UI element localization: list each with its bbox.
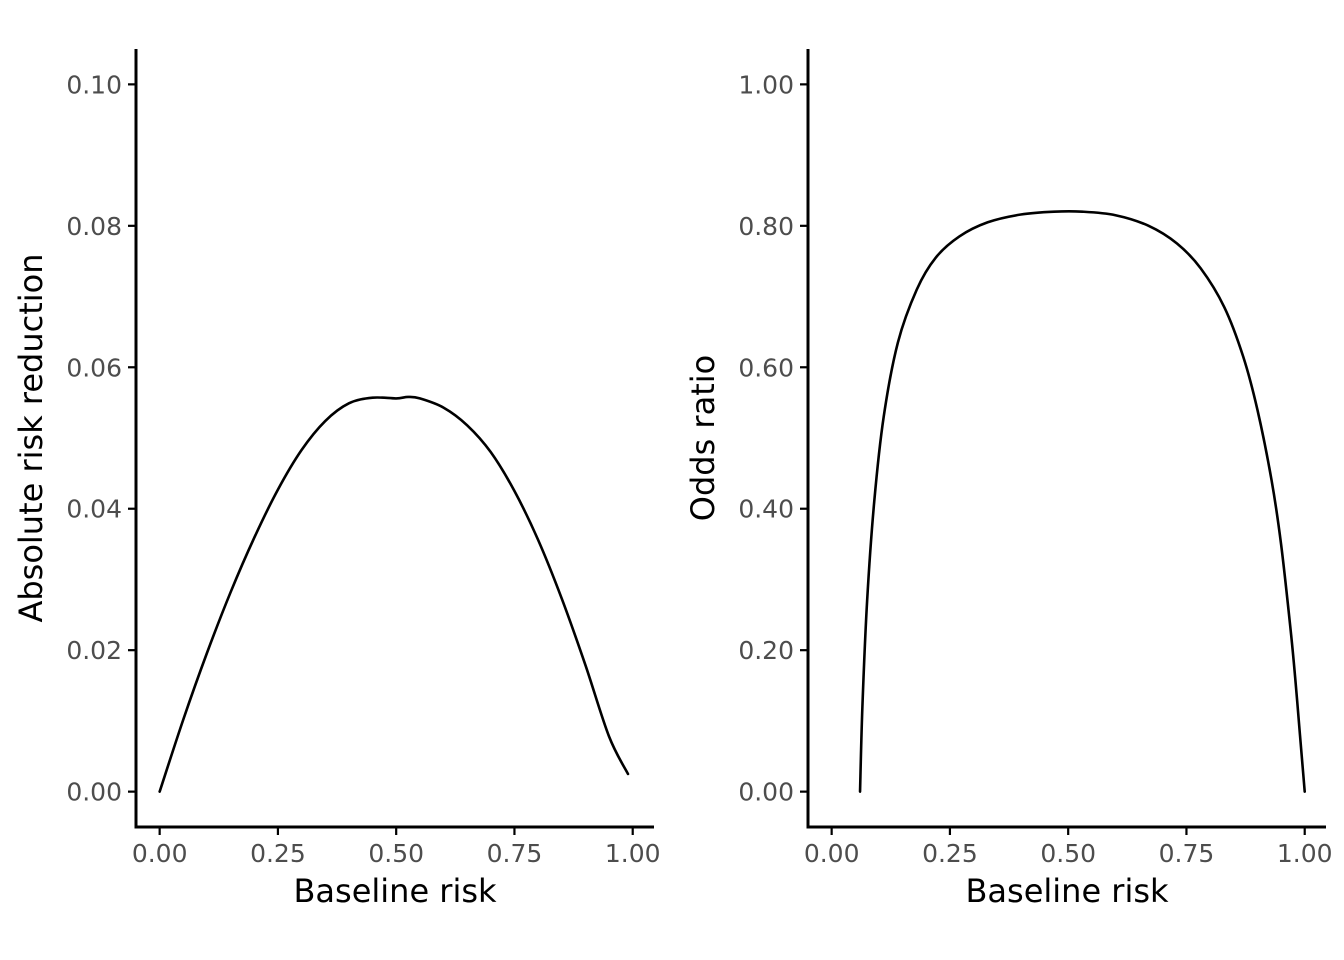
y-tick-label: 0.60 [738, 353, 794, 382]
x-tick-label: 0.25 [922, 839, 978, 868]
x-tick-label: 0.50 [1040, 839, 1096, 868]
x-tick-label: 0.00 [804, 839, 860, 868]
x-tick-label: 1.00 [605, 839, 661, 868]
chart-panel-odds-ratio: 0.00 0.20 0.40 0.60 0.80 1.00 0.00 0.25 0.50 0.75… [684, 49, 1333, 910]
y-tick-label: 0.00 [66, 778, 122, 807]
y-axis-title: Absolute risk reduction [12, 253, 50, 622]
series-line [158, 395, 630, 793]
y-tick-label: 0.08 [66, 212, 122, 241]
x-axis-title: Baseline risk [965, 872, 1169, 910]
x-tick-label: 1.00 [1277, 839, 1333, 868]
y-tick-label: 0.20 [738, 636, 794, 665]
y-tick-label: 0.02 [66, 636, 122, 665]
y-tick-label: 0.10 [66, 70, 122, 99]
y-tick-label: 0.80 [738, 212, 794, 241]
y-axis-title: Odds ratio [684, 355, 722, 521]
x-axis-title: Baseline risk [293, 872, 497, 910]
x-tick-label: 0.75 [1159, 839, 1215, 868]
y-tick-label: 1.00 [738, 70, 794, 99]
y-tick-label: 0.40 [738, 495, 794, 524]
series-line [858, 209, 1307, 793]
x-tick-label: 0.75 [487, 839, 543, 868]
x-tick-label: 0.50 [368, 839, 424, 868]
chart-panel-arr: 0.00 0.02 0.04 0.06 0.08 0.10 0.00 0.25 0.50 0.75… [12, 49, 661, 910]
y-tick-label: 0.04 [66, 495, 122, 524]
x-tick-label: 0.00 [132, 839, 188, 868]
y-tick-label: 0.06 [66, 353, 122, 382]
x-tick-label: 0.25 [250, 839, 306, 868]
y-tick-label: 0.00 [738, 778, 794, 807]
